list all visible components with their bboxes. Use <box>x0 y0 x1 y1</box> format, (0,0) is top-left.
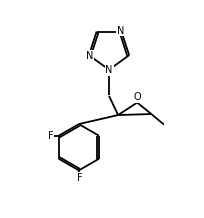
Text: N: N <box>117 26 124 36</box>
Text: F: F <box>77 173 83 183</box>
Text: F: F <box>48 131 54 141</box>
Text: N: N <box>86 51 94 61</box>
Text: N: N <box>105 65 113 75</box>
Text: O: O <box>133 92 141 102</box>
